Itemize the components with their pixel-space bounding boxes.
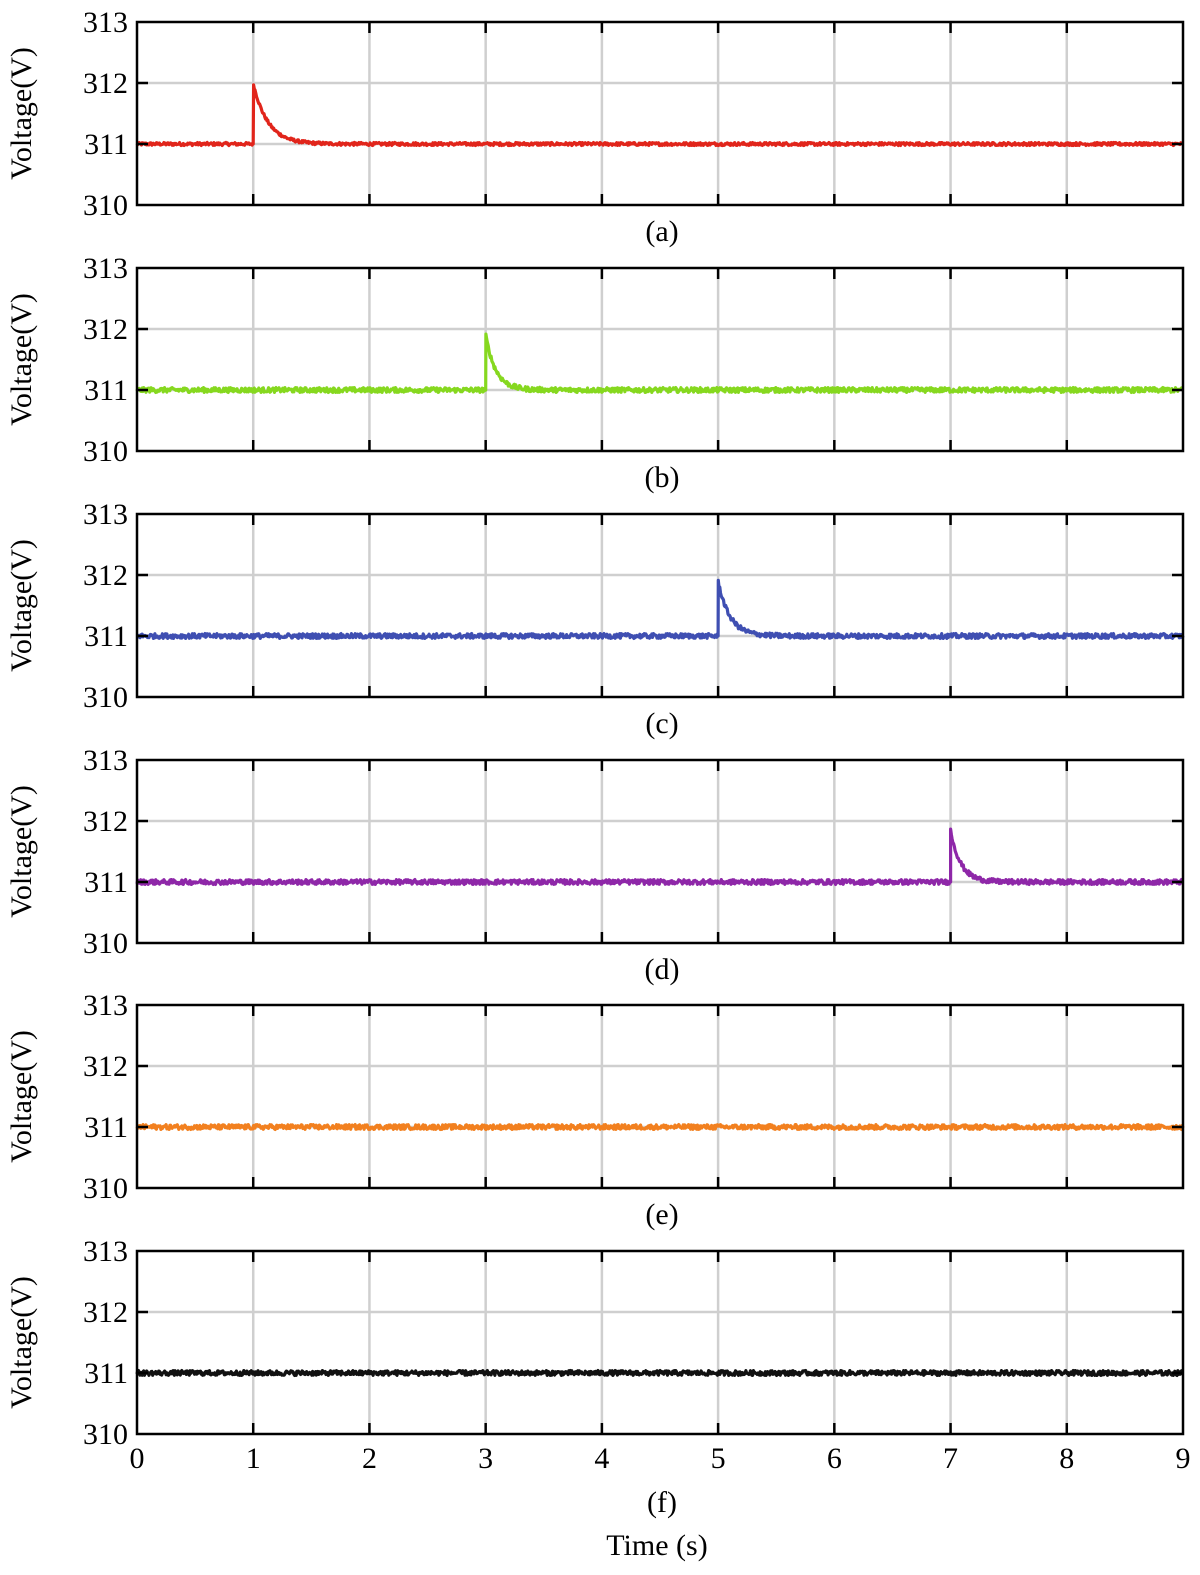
y-tick-label-6-2: 312 [83, 1296, 128, 1329]
series-line-3 [136, 578, 1185, 641]
series-line-6 [135, 1368, 1185, 1378]
y-tick-label-4-3: 313 [83, 744, 128, 777]
panel-caption-3: (c) [645, 707, 678, 740]
x-tick-label-6: 6 [827, 1442, 842, 1475]
x-tick-label-0: 0 [130, 1442, 145, 1475]
panel-caption-2: (b) [645, 461, 680, 494]
y-tick-label-6-3: 313 [83, 1235, 128, 1268]
y-tick-label-1-2: 312 [83, 67, 128, 100]
y-tick-label-1-3: 313 [83, 6, 128, 39]
panel-caption-1: (a) [645, 215, 678, 248]
x-tick-label-5: 5 [711, 1442, 726, 1475]
y-tick-label-2-3: 313 [83, 252, 128, 285]
x-tick-label-3: 3 [478, 1442, 493, 1475]
series-line-2 [135, 332, 1185, 394]
x-tick-label-4: 4 [594, 1442, 609, 1475]
x-tick-label-1: 1 [246, 1442, 261, 1475]
y-axis-label-5: Voltage(V) [5, 1030, 38, 1163]
x-tick-label-9: 9 [1176, 1442, 1191, 1475]
plot-frame-6 [135, 1249, 1185, 1436]
y-tick-label-5-0: 310 [83, 1172, 128, 1205]
x-axis-label: Time (s) [606, 1529, 707, 1562]
y-axis-label-2: Voltage(V) [5, 293, 38, 426]
y-tick-label-4-0: 310 [83, 927, 128, 960]
plot-frame-4 [135, 758, 1185, 945]
y-axis-label-4: Voltage(V) [5, 785, 38, 918]
series-line-1 [135, 83, 1184, 148]
x-tick-label-8: 8 [1059, 1442, 1074, 1475]
y-tick-label-2-0: 310 [83, 435, 128, 468]
panel-caption-6: (f) [647, 1486, 677, 1519]
y-axis-label-1: Voltage(V) [5, 47, 38, 180]
y-tick-label-2-1: 311 [84, 374, 128, 407]
panel-caption-4: (d) [645, 953, 680, 986]
y-tick-label-1-0: 310 [83, 189, 128, 222]
y-axis-label-3: Voltage(V) [5, 539, 38, 672]
y-tick-label-2-2: 312 [83, 313, 128, 346]
panel-caption-5: (e) [645, 1198, 678, 1231]
y-tick-label-6-1: 311 [84, 1357, 128, 1390]
plot-frame-5 [135, 1003, 1185, 1190]
plot-frame-2 [135, 266, 1185, 453]
series-line-4 [135, 827, 1184, 887]
y-tick-label-3-2: 312 [83, 559, 128, 592]
plot-frame-3 [135, 512, 1185, 699]
y-tick-label-3-0: 310 [83, 681, 128, 714]
y-tick-label-3-1: 311 [84, 620, 128, 653]
y-tick-label-4-1: 311 [84, 866, 128, 899]
y-tick-label-4-2: 312 [83, 805, 128, 838]
y-tick-label-5-3: 313 [83, 989, 128, 1022]
y-tick-label-1-1: 311 [84, 128, 128, 161]
y-tick-label-5-2: 312 [83, 1050, 128, 1083]
series-line-5 [135, 1122, 1185, 1132]
y-tick-label-6-0: 310 [83, 1418, 128, 1451]
x-tick-label-2: 2 [362, 1442, 377, 1475]
y-axis-label-6: Voltage(V) [5, 1276, 38, 1409]
y-tick-label-5-1: 311 [84, 1111, 128, 1144]
y-tick-label-3-3: 313 [83, 498, 128, 531]
plot-frame-1 [135, 20, 1185, 207]
x-tick-label-7: 7 [943, 1442, 958, 1475]
